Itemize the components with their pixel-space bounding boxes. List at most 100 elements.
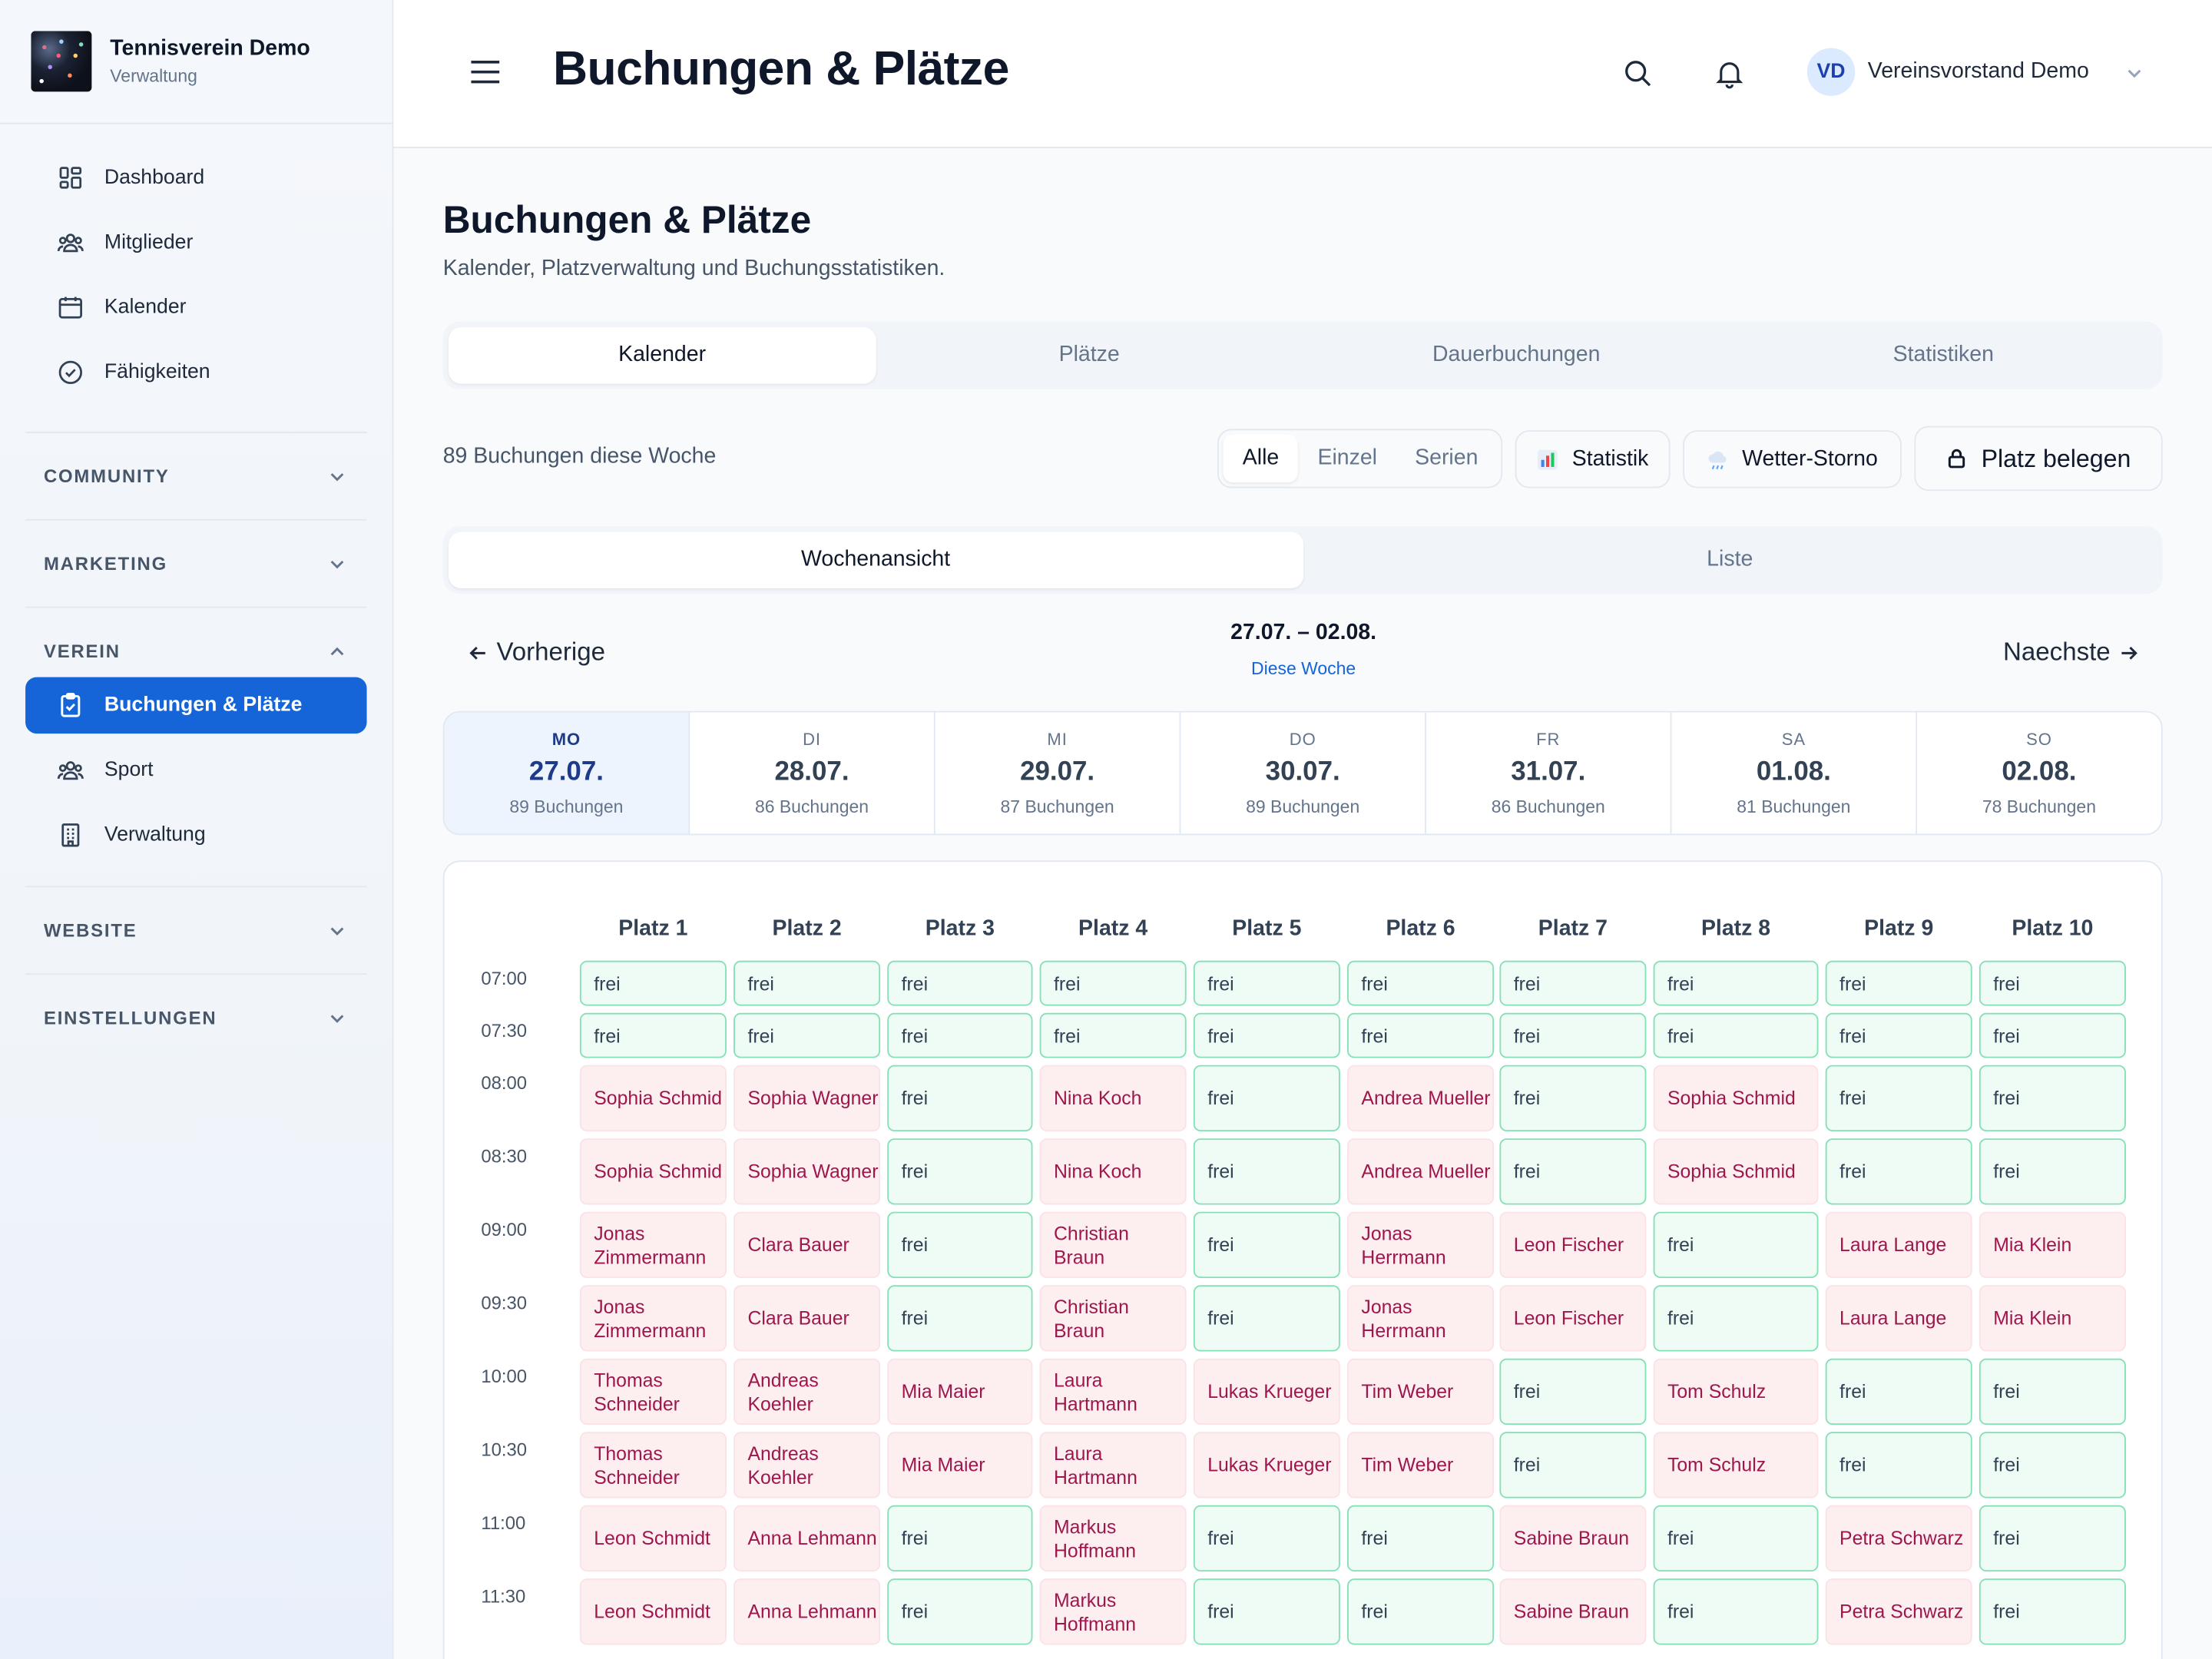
filter-serien[interactable]: Serien <box>1415 445 1479 470</box>
slot-free[interactable]: frei <box>1825 1012 1972 1058</box>
slot-booking[interactable]: Sophia Schmid <box>579 1138 727 1205</box>
slot-booking[interactable]: Mia Maier <box>887 1358 1033 1426</box>
tab-wochenansicht[interactable]: Wochenansicht <box>449 531 1303 588</box>
slot-free[interactable]: frei <box>1499 1138 1647 1205</box>
slot-booking[interactable]: Tom Schulz <box>1653 1432 1819 1498</box>
slot-free[interactable]: frei <box>1499 1065 1647 1132</box>
slot-booking[interactable]: Thomas Schneider <box>579 1432 727 1498</box>
slot-free[interactable]: frei <box>1499 960 1647 1006</box>
sidebar-section-community[interactable]: COMMUNITY <box>25 432 367 519</box>
slot-booking[interactable]: Anna Lehmann <box>733 1505 881 1572</box>
slot-booking[interactable]: Lukas Krueger <box>1193 1358 1340 1426</box>
slot-free[interactable]: frei <box>887 1285 1033 1352</box>
slot-free[interactable]: frei <box>887 1211 1033 1279</box>
slot-booking[interactable]: Tim Weber <box>1347 1432 1495 1498</box>
tab-kalender[interactable]: Kalender <box>449 327 876 384</box>
slot-free[interactable]: frei <box>887 960 1033 1006</box>
slot-free[interactable]: frei <box>1193 1578 1340 1645</box>
brand[interactable]: Tennisverein Demo Verwaltung <box>0 0 392 124</box>
day-mi[interactable]: MI 29.07. 87 Buchungen <box>935 712 1181 834</box>
slot-free[interactable]: frei <box>1193 1211 1340 1279</box>
slot-free[interactable]: frei <box>1193 1138 1340 1205</box>
wetter-storno-button[interactable]: Wetter-Storno <box>1683 430 1902 488</box>
day-mo[interactable]: MO 27.07. 89 Buchungen <box>444 712 690 834</box>
sidebar-item-buchungen[interactable]: Buchungen & Plätze <box>25 677 367 734</box>
slot-free[interactable]: frei <box>1499 1012 1647 1058</box>
slot-free[interactable]: frei <box>1979 1432 2126 1498</box>
slot-booking[interactable]: Tim Weber <box>1347 1358 1495 1426</box>
this-week-link[interactable]: Diese Woche <box>1251 658 1356 679</box>
slot-booking[interactable]: Lukas Krueger <box>1193 1432 1340 1498</box>
slot-booking[interactable]: Clara Bauer <box>733 1285 881 1352</box>
slot-booking[interactable]: Laura Lange <box>1825 1211 1972 1279</box>
slot-free[interactable]: frei <box>1347 1505 1495 1572</box>
slot-free[interactable]: frei <box>1193 960 1340 1006</box>
prev-week-button[interactable]: Vorherige <box>467 637 605 667</box>
slot-free[interactable]: frei <box>887 1138 1033 1205</box>
slot-free[interactable]: frei <box>1979 1505 2126 1572</box>
statistik-button[interactable]: Statistik <box>1515 430 1671 488</box>
sidebar-section-verein[interactable]: VEREIN <box>25 606 367 694</box>
slot-free[interactable]: frei <box>1653 1211 1819 1279</box>
sidebar-item-verwaltung[interactable]: Verwaltung <box>25 807 366 863</box>
slot-booking[interactable]: Petra Schwarz <box>1825 1578 1972 1645</box>
slot-booking[interactable]: Andreas Koehler <box>733 1432 881 1498</box>
sidebar-item-sport[interactable]: Sport <box>25 742 366 798</box>
slot-booking[interactable]: Christian Braun <box>1039 1285 1187 1352</box>
slot-booking[interactable]: Jonas Zimmermann <box>579 1211 727 1279</box>
filter-einzel[interactable]: Einzel <box>1317 445 1377 470</box>
slot-booking[interactable]: Leon Fischer <box>1499 1211 1647 1279</box>
slot-booking[interactable]: Laura Hartmann <box>1039 1358 1187 1426</box>
slot-booking[interactable]: Leon Schmidt <box>579 1505 727 1572</box>
slot-free[interactable]: frei <box>887 1505 1033 1572</box>
slot-booking[interactable]: Sophia Wagner <box>733 1065 881 1132</box>
slot-free[interactable]: frei <box>1193 1285 1340 1352</box>
slot-free[interactable]: frei <box>1039 1012 1187 1058</box>
sidebar-section-marketing[interactable]: MARKETING <box>25 518 367 607</box>
slot-booking[interactable]: Tom Schulz <box>1653 1358 1819 1426</box>
slot-free[interactable]: frei <box>1825 1138 1972 1205</box>
slot-free[interactable]: frei <box>887 1012 1033 1058</box>
slot-booking[interactable]: Mia Klein <box>1979 1211 2126 1279</box>
slot-free[interactable]: frei <box>1347 960 1495 1006</box>
search-icon[interactable] <box>1622 58 1653 88</box>
platz-belegen-button[interactable]: Platz belegen <box>1914 426 2163 492</box>
slot-free[interactable]: frei <box>1347 1578 1495 1645</box>
slot-booking[interactable]: Jonas Zimmermann <box>579 1285 727 1352</box>
slot-free[interactable]: frei <box>1653 1578 1819 1645</box>
sidebar-item-faehigkeiten[interactable]: Fähigkeiten <box>25 344 366 400</box>
slot-free[interactable]: frei <box>1825 960 1972 1006</box>
slot-booking[interactable]: Jonas Herrmann <box>1347 1211 1495 1279</box>
slot-booking[interactable]: Markus Hoffmann <box>1039 1578 1187 1645</box>
slot-free[interactable]: frei <box>1653 1285 1819 1352</box>
slot-booking[interactable]: Markus Hoffmann <box>1039 1505 1187 1572</box>
slot-booking[interactable]: Thomas Schneider <box>579 1358 727 1426</box>
sidebar-item-mitglieder[interactable]: Mitglieder <box>25 214 366 270</box>
tab-plaetze[interactable]: Plätze <box>1058 343 1120 367</box>
slot-free[interactable]: frei <box>1825 1358 1972 1426</box>
slot-booking[interactable]: Jonas Herrmann <box>1347 1285 1495 1352</box>
slot-booking[interactable]: Anna Lehmann <box>733 1578 881 1645</box>
menu-icon[interactable] <box>470 58 501 86</box>
slot-booking[interactable]: Sophia Schmid <box>579 1065 727 1132</box>
slot-free[interactable]: frei <box>733 960 881 1006</box>
slot-booking[interactable]: Leon Schmidt <box>579 1578 727 1645</box>
slot-free[interactable]: frei <box>1825 1065 1972 1132</box>
slot-free[interactable]: frei <box>1193 1012 1340 1058</box>
day-sa[interactable]: SA 01.08. 81 Buchungen <box>1671 712 1918 834</box>
slot-booking[interactable]: Sophia Schmid <box>1653 1138 1819 1205</box>
slot-free[interactable]: frei <box>1653 960 1819 1006</box>
slot-free[interactable]: frei <box>1499 1432 1647 1498</box>
day-do[interactable]: DO 30.07. 89 Buchungen <box>1181 712 1426 834</box>
slot-free[interactable]: frei <box>579 960 727 1006</box>
slot-booking[interactable]: Sabine Braun <box>1499 1505 1647 1572</box>
bell-icon[interactable] <box>1714 58 1745 89</box>
next-week-button[interactable]: Naechste <box>2003 637 2140 667</box>
sidebar-item-kalender[interactable]: Kalender <box>25 280 366 336</box>
filter-alle[interactable]: Alle <box>1223 434 1299 483</box>
slot-free[interactable]: frei <box>1979 1138 2126 1205</box>
sidebar-section-website[interactable]: WEBSITE <box>25 886 367 973</box>
slot-free[interactable]: frei <box>1653 1012 1819 1058</box>
slot-free[interactable]: frei <box>579 1012 727 1058</box>
slot-booking[interactable]: Laura Lange <box>1825 1285 1972 1352</box>
